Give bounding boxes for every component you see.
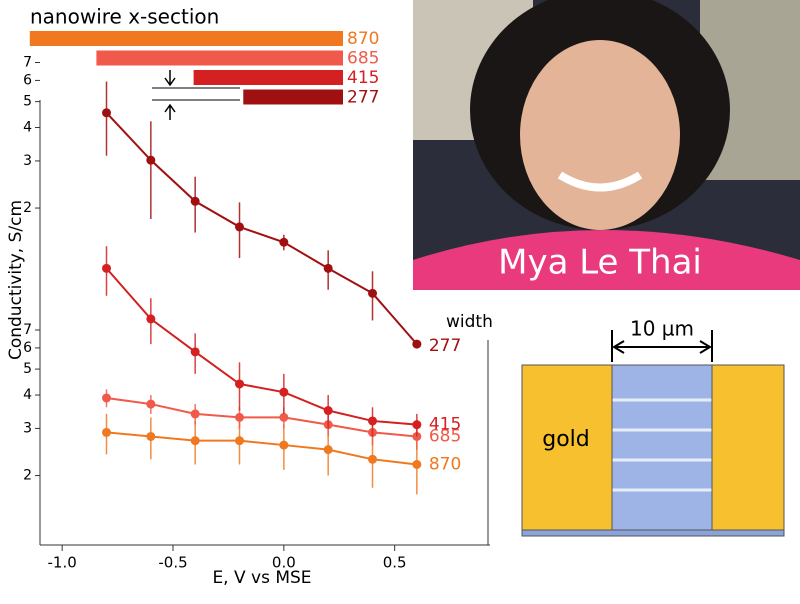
chart: nanowire x-section width E, V vs MSE Con…	[6, 5, 493, 589]
data-point	[279, 387, 289, 397]
data-point	[368, 454, 378, 464]
series-line	[106, 396, 417, 438]
data-point	[146, 155, 156, 165]
series-line	[105, 112, 418, 345]
data-point	[368, 288, 378, 298]
legend-bar	[29, 31, 344, 46]
data-point	[190, 196, 200, 206]
y-axis-label: Conductivity, S/cm	[6, 200, 26, 360]
legend-label: 415	[347, 68, 379, 88]
legend-label: 685	[347, 49, 379, 69]
data-point	[323, 263, 333, 273]
width-label: width	[446, 312, 493, 332]
series-label: 870	[429, 454, 461, 474]
legend-label: 277	[347, 88, 379, 108]
data-point	[323, 445, 333, 455]
legend-label: 870	[347, 29, 379, 49]
data-point	[190, 347, 200, 357]
data-point	[235, 222, 245, 232]
y-tick-label: 3	[23, 153, 32, 169]
legend-bar	[243, 89, 343, 105]
series-label: 685	[429, 426, 461, 446]
x-tick-label: 0.5	[383, 554, 407, 572]
data-point	[235, 436, 245, 446]
x-tick-label: -0.5	[158, 554, 187, 572]
channel	[611, 364, 713, 531]
data-point	[190, 409, 200, 419]
shirt	[413, 230, 800, 290]
data-point	[279, 237, 289, 247]
data-point	[102, 263, 112, 273]
data-point	[412, 420, 422, 430]
data-point	[279, 412, 289, 422]
legend-title: nanowire x-section	[30, 5, 219, 29]
data-point	[146, 314, 156, 324]
y-tick-label: 7	[23, 322, 32, 338]
series-line	[105, 267, 417, 426]
data-point	[279, 440, 289, 450]
y-tick-label: 3	[23, 420, 32, 436]
gold-pad	[711, 364, 785, 531]
x-tick-label: 0.0	[272, 554, 296, 572]
data-point	[235, 412, 245, 422]
y-tick-label: 6	[23, 72, 32, 88]
data-point	[190, 436, 200, 446]
series-label: 277	[429, 336, 461, 356]
legend-bar	[193, 70, 343, 85]
data-point	[102, 393, 112, 403]
y-tick-label: 4	[23, 120, 32, 136]
data-point	[146, 431, 156, 441]
face	[520, 40, 680, 230]
series-line	[106, 431, 417, 466]
scale-arrow	[612, 340, 712, 354]
material-label: gold	[542, 427, 590, 452]
y-tick-label: 6	[23, 340, 32, 356]
data-point	[102, 427, 112, 437]
diagram: 10 µm gold	[521, 317, 785, 537]
smile	[557, 171, 643, 192]
data-point	[102, 108, 112, 118]
substrate	[521, 529, 785, 537]
gold-pad	[521, 364, 613, 531]
y-tick-label: 7	[23, 55, 32, 71]
data-point	[146, 399, 156, 409]
y-tick-label: 2	[23, 468, 32, 484]
data-point	[235, 379, 245, 389]
x-axis-label: E, V vs MSE	[212, 568, 311, 588]
arrows	[164, 70, 176, 120]
data-point	[323, 406, 333, 416]
data-point	[412, 339, 422, 349]
series-label: 415	[429, 415, 461, 435]
y-tick-label: 4	[23, 387, 32, 403]
data-point	[412, 459, 422, 469]
photo: Mya Le Thai	[413, 0, 800, 290]
x-tick-label: -1.0	[48, 554, 77, 572]
data-point	[368, 416, 378, 426]
scale-label: 10 µm	[630, 317, 694, 341]
legend-bar	[96, 50, 344, 66]
photo-caption: Mya Le Thai	[498, 243, 702, 283]
y-tick-label: 2	[23, 200, 32, 216]
y-tick-label: 5	[23, 94, 32, 110]
y-tick-label: 5	[23, 361, 32, 377]
